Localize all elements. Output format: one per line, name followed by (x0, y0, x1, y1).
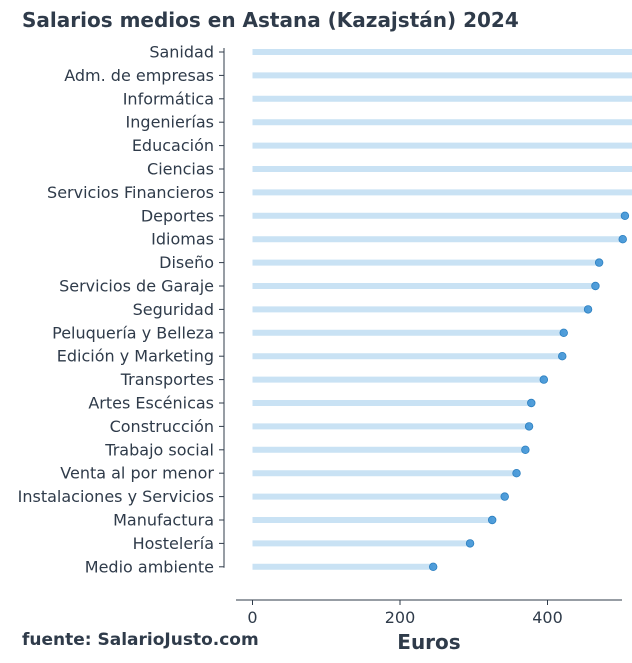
data-point (558, 352, 567, 361)
data-point (539, 375, 549, 384)
y-tick-label: Peluquería y Belleza (52, 323, 214, 342)
y-tick-label: Informática (123, 89, 214, 108)
points-group (428, 211, 630, 571)
x-tick-label: 200 (385, 608, 416, 627)
x-tick-label: 0 (247, 608, 257, 627)
chart-title: Salarios medios en Astana (Kazajstán) 20… (22, 8, 519, 32)
data-point (500, 492, 509, 501)
y-tick-label: Seguridad (133, 300, 214, 319)
y-tick-label: Medio ambiente (85, 557, 214, 576)
y-tick-label: Ingenierías (126, 113, 214, 132)
source-credit: fuente: SalarioJusto.com (22, 630, 259, 650)
data-point (512, 469, 521, 478)
data-point (583, 305, 593, 314)
y-tick-label: Edición y Marketing (57, 347, 214, 366)
y-tick-label: Servicios de Garaje (59, 277, 214, 296)
y-tick-label: Construcción (110, 417, 214, 436)
x-tick-label: 400 (532, 608, 563, 627)
y-tick-label: Trabajo social (104, 440, 214, 459)
y-tick-label: Sanidad (149, 43, 214, 62)
data-point (618, 234, 627, 244)
y-tick-marks (219, 51, 224, 568)
y-tick-label: Deportes (141, 206, 214, 225)
data-point (591, 281, 600, 291)
x-axis-label: Euros (397, 630, 460, 654)
data-point (487, 515, 497, 525)
data-point (594, 258, 604, 267)
y-tick-label: Educación (132, 136, 214, 155)
y-tick-label: Hostelería (133, 534, 214, 553)
data-point (620, 211, 630, 220)
y-tick-label: Transportes (120, 370, 214, 389)
y-tick-label: Diseño (159, 253, 214, 272)
data-point (527, 398, 536, 408)
y-tick-labels: Sanidad Adm. de empresas Informática Ingeni… (18, 43, 215, 577)
y-tick-label: Venta al por menor (60, 464, 214, 483)
data-point (521, 445, 530, 454)
y-tick-label: Adm. de empresas (64, 66, 214, 85)
y-tick-label: Idiomas (151, 230, 214, 249)
y-tick-label: Servicios Financieros (47, 183, 214, 202)
stems-group (252, 49, 632, 570)
x-ticks: 0200400600800 (247, 600, 563, 627)
data-point (428, 562, 438, 571)
y-tick-label: Manufactura (113, 511, 214, 530)
data-point (559, 328, 568, 337)
y-tick-label: Instalaciones y Servicios (18, 487, 214, 506)
data-point (465, 539, 475, 548)
data-point (524, 422, 534, 431)
y-tick-label: Artes Escénicas (88, 394, 214, 413)
y-tick-label: Ciencias (147, 160, 214, 179)
